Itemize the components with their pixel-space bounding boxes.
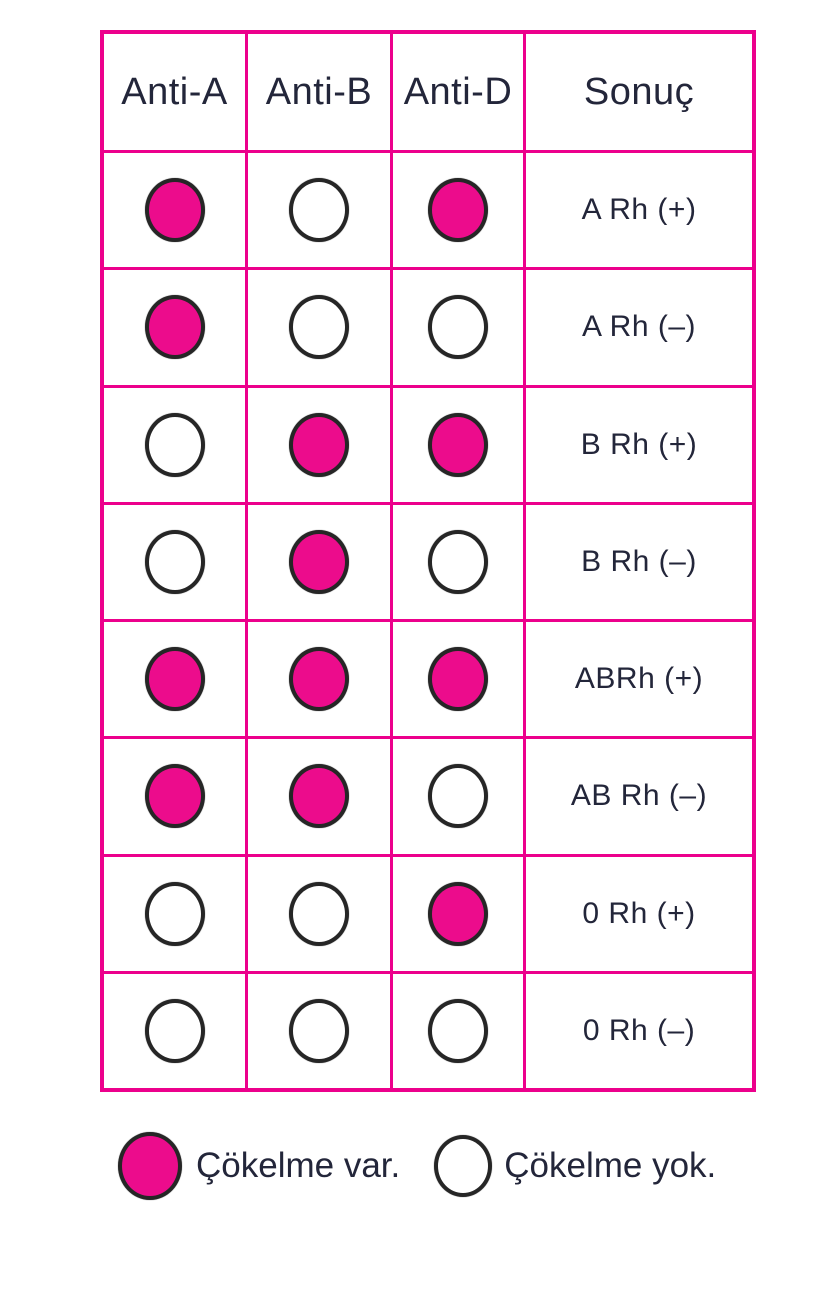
filled-circle-icon [144, 647, 205, 712]
legend-label-precipitate: Çökelme var. [196, 1146, 401, 1185]
empty-circle-icon [428, 295, 488, 360]
cell-result: B Rh (–) [526, 504, 752, 619]
column-header-anti-a: Anti-A [104, 34, 245, 150]
results-table: Anti-A Anti-B Anti-D Sonuç A Rh (+) A Rh … [100, 30, 756, 1092]
filled-circle-icon [289, 529, 349, 594]
cell-anti-d [393, 622, 523, 737]
cell-result: B Rh (+) [526, 387, 752, 502]
cell-anti-b [248, 504, 390, 619]
cell-result: ABRh (+) [526, 622, 752, 737]
cell-anti-a [104, 856, 245, 971]
filled-circle-icon [144, 178, 205, 243]
column-header-anti-d: Anti-D [393, 34, 523, 150]
empty-circle-icon [144, 529, 205, 594]
empty-circle-icon [434, 1135, 493, 1197]
cell-anti-d [393, 973, 523, 1088]
filled-circle-icon [428, 412, 488, 477]
legend-label-no-precipitate: Çökelme yok. [504, 1146, 717, 1185]
cell-anti-a [104, 504, 245, 619]
cell-anti-b [248, 973, 390, 1088]
cell-anti-b [248, 153, 390, 268]
cell-anti-a [104, 622, 245, 737]
filled-circle-icon [118, 1132, 182, 1200]
cell-result: 0 Rh (–) [526, 973, 752, 1088]
cell-result: A Rh (+) [526, 153, 752, 268]
cell-anti-d [393, 387, 523, 502]
cell-anti-a [104, 739, 245, 854]
empty-circle-icon [144, 412, 205, 477]
filled-circle-icon [144, 295, 205, 360]
filled-circle-icon [289, 647, 349, 712]
cell-anti-b [248, 270, 390, 385]
empty-circle-icon [428, 764, 488, 829]
cell-result: AB Rh (–) [526, 739, 752, 854]
column-header-sonuc: Sonuç [526, 34, 752, 150]
column-header-anti-b: Anti-B [248, 34, 390, 150]
filled-circle-icon [144, 764, 205, 829]
filled-circle-icon [428, 647, 488, 712]
cell-anti-a [104, 153, 245, 268]
cell-anti-a [104, 270, 245, 385]
filled-circle-icon [428, 881, 488, 946]
filled-circle-icon [428, 178, 488, 243]
legend-item-no-precipitate: Çökelme yok. [434, 1135, 716, 1197]
cell-anti-d [393, 856, 523, 971]
empty-circle-icon [428, 529, 488, 594]
cell-result: A Rh (–) [526, 270, 752, 385]
empty-circle-icon [144, 881, 205, 946]
cell-anti-d [393, 504, 523, 619]
cell-anti-a [104, 973, 245, 1088]
cell-anti-b [248, 856, 390, 971]
cell-anti-b [248, 387, 390, 502]
legend: Çökelme var. Çökelme yok. [118, 1132, 716, 1200]
cell-anti-b [248, 739, 390, 854]
empty-circle-icon [428, 998, 488, 1063]
empty-circle-icon [289, 295, 349, 360]
filled-circle-icon [289, 764, 349, 829]
cell-result: 0 Rh (+) [526, 856, 752, 971]
cell-anti-b [248, 622, 390, 737]
cell-anti-a [104, 387, 245, 502]
empty-circle-icon [144, 998, 205, 1063]
cell-anti-d [393, 739, 523, 854]
empty-circle-icon [289, 998, 349, 1063]
empty-circle-icon [289, 178, 349, 243]
cell-anti-d [393, 270, 523, 385]
cell-anti-d [393, 153, 523, 268]
filled-circle-icon [289, 412, 349, 477]
legend-item-precipitate: Çökelme var. [118, 1132, 400, 1200]
empty-circle-icon [289, 881, 349, 946]
